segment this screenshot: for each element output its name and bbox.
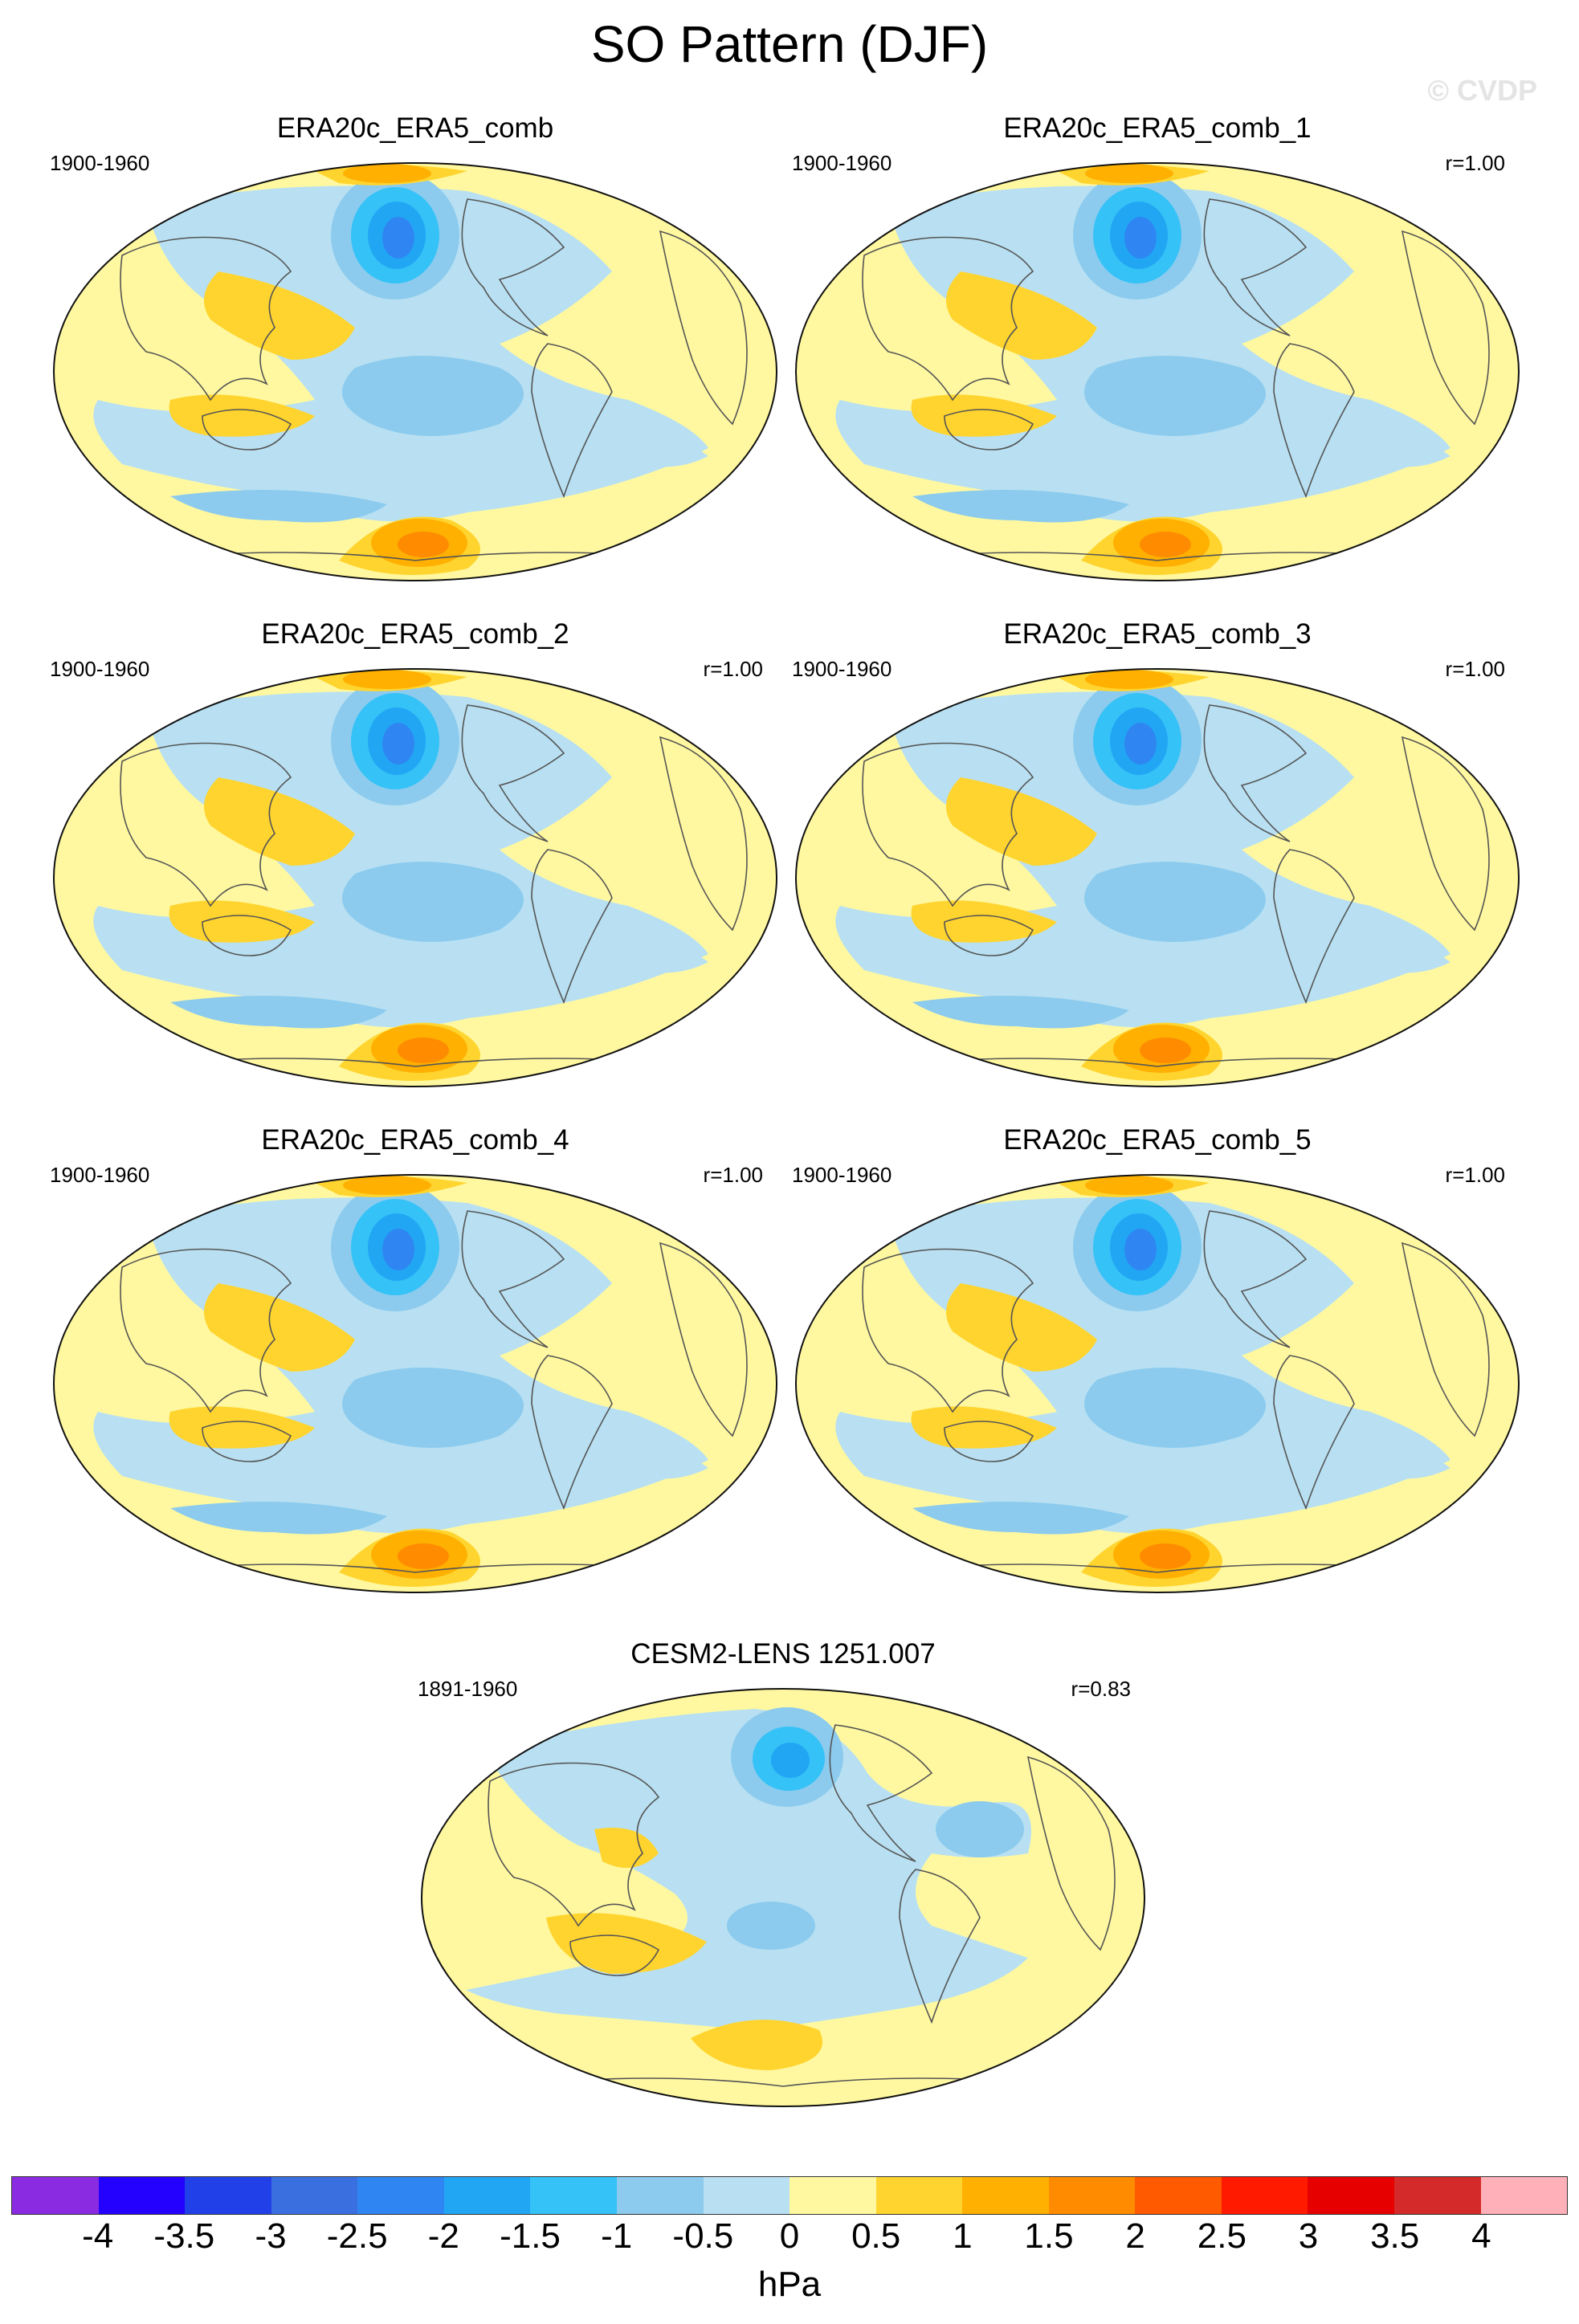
colorbar-tick-label: -2.5 bbox=[326, 2216, 388, 2256]
panel-years: 1900-1960 bbox=[50, 657, 150, 681]
panel-title: ERA20c_ERA5_comb_1 bbox=[1003, 112, 1312, 144]
map-panel: ERA20c_ERA5_comb 1900-1960 bbox=[50, 112, 781, 586]
colorbar-tick-label: 0 bbox=[779, 2216, 800, 2256]
colorbar-tick-label: -0.5 bbox=[672, 2216, 734, 2256]
colorbar-swatch bbox=[271, 2177, 358, 2214]
colorbar-labels: -4 -3.5 -3 -2.5 -2 -1.5 -1 -0.5 0 0.5 1 1.5 2 2.5 3 3.5… bbox=[0, 2216, 1579, 2265]
panel-title: CESM2-LENS 1251.007 bbox=[630, 1638, 936, 1670]
colorbar-swatch bbox=[875, 2177, 963, 2214]
colorbar-swatch bbox=[98, 2177, 186, 2214]
panel-correlation: r=0.83 bbox=[1071, 1677, 1131, 1701]
colorbar-swatch bbox=[962, 2177, 1049, 2214]
colorbar-tick-label: -1 bbox=[601, 2216, 633, 2256]
map-panel: CESM2-LENS 1251.007 1891-1960 r=0.83 bbox=[418, 1638, 1149, 2112]
colorbar-tick-label: -1.5 bbox=[500, 2216, 561, 2256]
panel-correlation: r=1.00 bbox=[1445, 151, 1505, 175]
colorbar-tick-label: 4 bbox=[1471, 2216, 1491, 2256]
panel-years: 1900-1960 bbox=[792, 657, 892, 681]
map-globe bbox=[795, 1174, 1520, 1593]
map-globe bbox=[53, 1174, 777, 1593]
panel-correlation: r=1.00 bbox=[1445, 657, 1505, 681]
colorbar-tick-label: -3 bbox=[255, 2216, 287, 2256]
map-panel: ERA20c_ERA5_comb_5 1900-1960 r=1.00 bbox=[792, 1124, 1523, 1598]
colorbar-tick-label: 0.5 bbox=[851, 2216, 901, 2256]
colorbar-swatch bbox=[1394, 2177, 1481, 2214]
colorbar-tick-label: -2 bbox=[427, 2216, 459, 2256]
panel-correlation: r=1.00 bbox=[703, 1163, 763, 1187]
map-panel: ERA20c_ERA5_comb_4 1900-1960 r=1.00 bbox=[50, 1124, 781, 1598]
colorbar-tick-label: 3 bbox=[1298, 2216, 1319, 2256]
map-panel: ERA20c_ERA5_comb_2 1900-1960 r=1.00 bbox=[50, 618, 781, 1092]
panel-title: ERA20c_ERA5_comb_2 bbox=[261, 618, 569, 650]
colorbar-swatch bbox=[1135, 2177, 1222, 2214]
watermark: © CVDP bbox=[1427, 74, 1537, 107]
panel-years: 1900-1960 bbox=[50, 151, 150, 175]
page-title: SO Pattern (DJF) bbox=[590, 15, 989, 73]
panel-title: ERA20c_ERA5_comb_3 bbox=[1003, 618, 1312, 650]
panel-title: ERA20c_ERA5_comb bbox=[276, 112, 554, 144]
panel-years: 1900-1960 bbox=[50, 1163, 150, 1187]
panel-title: ERA20c_ERA5_comb_4 bbox=[261, 1124, 569, 1156]
map-panel: ERA20c_ERA5_comb_1 1900-1960 r=1.00 bbox=[792, 112, 1523, 586]
colorbar-unit: hPa bbox=[757, 2265, 822, 2304]
colorbar-tick-label: 2 bbox=[1125, 2216, 1145, 2256]
colorbar-swatch bbox=[443, 2177, 531, 2214]
colorbar-swatch bbox=[1480, 2177, 1568, 2214]
colorbar-swatch bbox=[1308, 2177, 1394, 2214]
colorbar-swatch bbox=[357, 2177, 444, 2214]
panel-correlation: r=1.00 bbox=[703, 657, 763, 681]
colorbar-swatch bbox=[616, 2177, 704, 2214]
map-globe bbox=[53, 162, 777, 581]
colorbar-swatch bbox=[703, 2177, 790, 2214]
colorbar-swatch bbox=[185, 2177, 271, 2214]
colorbar-swatch bbox=[530, 2177, 617, 2214]
colorbar-tick-label: 3.5 bbox=[1370, 2216, 1420, 2256]
panel-title: ERA20c_ERA5_comb_5 bbox=[1003, 1124, 1312, 1156]
colorbar-swatch bbox=[1221, 2177, 1308, 2214]
colorbar-tick-label: 1 bbox=[953, 2216, 973, 2256]
colorbar bbox=[11, 2176, 1568, 2215]
map-globe bbox=[795, 162, 1520, 581]
colorbar-tick-label: 1.5 bbox=[1024, 2216, 1074, 2256]
panel-years: 1900-1960 bbox=[792, 1163, 892, 1187]
panel-correlation: r=1.00 bbox=[1445, 1163, 1505, 1187]
colorbar-tick-label: 2.5 bbox=[1197, 2216, 1246, 2256]
map-globe bbox=[53, 668, 777, 1087]
map-globe bbox=[421, 1688, 1145, 2107]
colorbar-tick-label: -3.5 bbox=[153, 2216, 215, 2256]
colorbar-swatch bbox=[790, 2177, 876, 2214]
colorbar-swatch bbox=[12, 2177, 99, 2214]
colorbar-swatch bbox=[1048, 2177, 1136, 2214]
panel-years: 1900-1960 bbox=[792, 151, 892, 175]
map-panel: ERA20c_ERA5_comb_3 1900-1960 r=1.00 bbox=[792, 618, 1523, 1092]
panel-years: 1891-1960 bbox=[418, 1677, 518, 1701]
map-globe bbox=[795, 668, 1520, 1087]
colorbar-tick-label: -4 bbox=[82, 2216, 114, 2256]
